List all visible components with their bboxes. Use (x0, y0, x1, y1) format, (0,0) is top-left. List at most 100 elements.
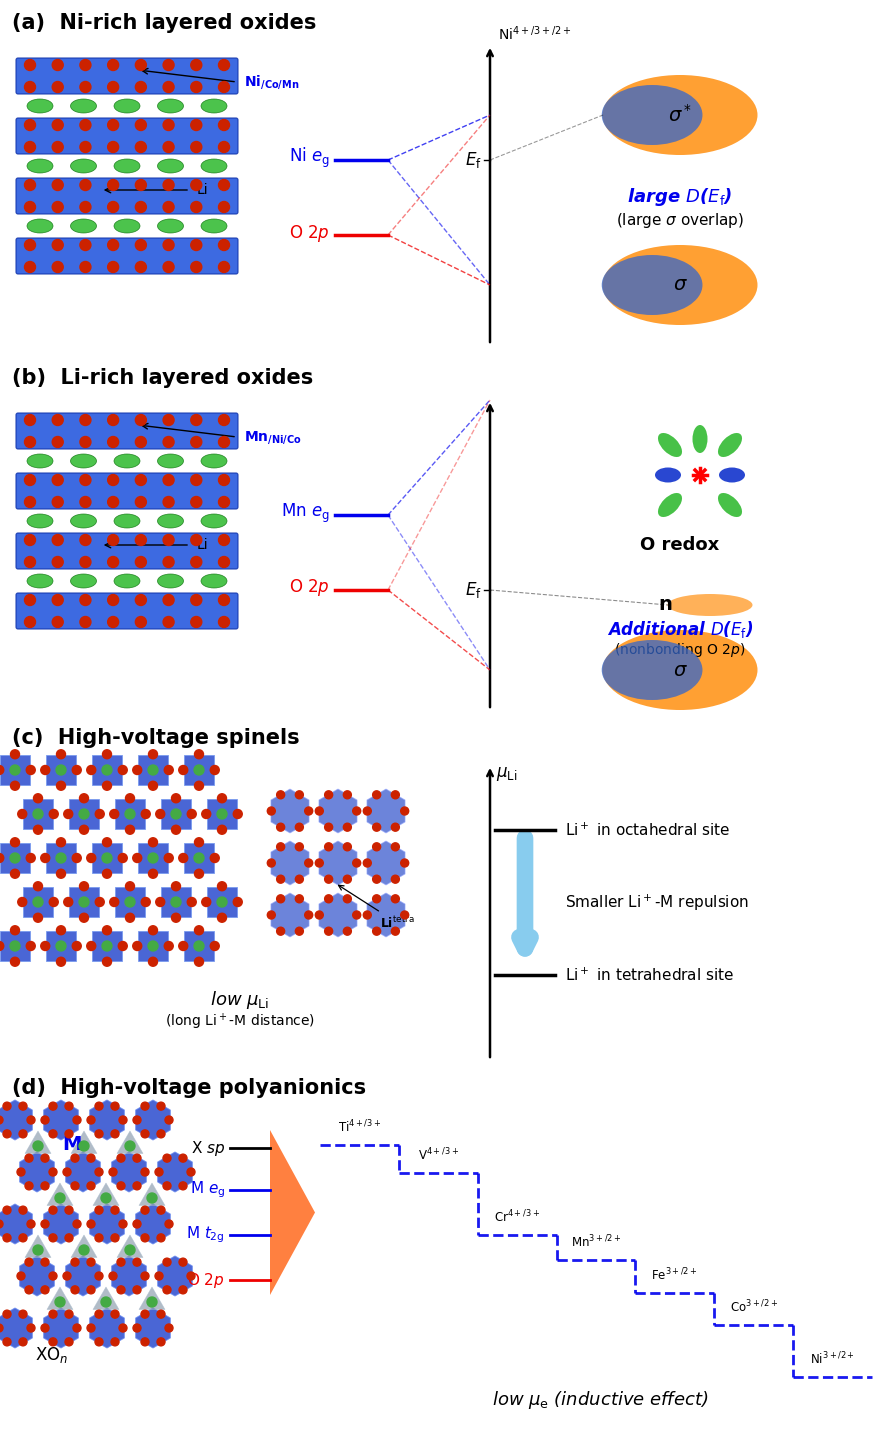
Circle shape (80, 437, 91, 448)
Circle shape (25, 1285, 33, 1294)
Circle shape (110, 898, 119, 906)
Circle shape (163, 261, 174, 273)
Circle shape (315, 859, 323, 867)
Circle shape (190, 142, 202, 152)
Circle shape (52, 261, 63, 273)
Circle shape (25, 1258, 33, 1267)
Circle shape (219, 415, 229, 425)
Circle shape (111, 1130, 119, 1137)
Circle shape (65, 1103, 73, 1110)
Circle shape (190, 82, 202, 92)
Text: $\sigma$: $\sigma$ (672, 276, 688, 294)
Circle shape (49, 1310, 57, 1318)
Circle shape (107, 474, 119, 485)
Circle shape (107, 142, 119, 152)
Circle shape (157, 1234, 165, 1242)
Circle shape (295, 823, 303, 831)
Circle shape (0, 765, 4, 774)
Circle shape (79, 898, 89, 908)
Circle shape (133, 1116, 141, 1124)
Circle shape (195, 750, 204, 758)
Circle shape (210, 942, 219, 951)
Circle shape (52, 180, 63, 191)
FancyBboxPatch shape (16, 472, 238, 508)
Text: n: n (658, 596, 672, 615)
Circle shape (25, 497, 35, 507)
Circle shape (163, 437, 174, 448)
Circle shape (49, 1130, 57, 1137)
Circle shape (87, 942, 96, 951)
Circle shape (187, 810, 197, 819)
Circle shape (149, 958, 158, 966)
Text: $\sigma^*$: $\sigma^*$ (668, 103, 692, 126)
Circle shape (163, 119, 174, 131)
Circle shape (148, 853, 158, 863)
Circle shape (210, 853, 219, 863)
Circle shape (219, 557, 229, 567)
Circle shape (171, 808, 181, 819)
Circle shape (109, 1167, 117, 1176)
Circle shape (71, 1258, 79, 1267)
Circle shape (107, 261, 119, 273)
Ellipse shape (71, 159, 97, 172)
Circle shape (119, 1221, 127, 1228)
Text: Additional $D$($E_\mathrm{f}$): Additional $D$($E_\mathrm{f}$) (607, 619, 753, 640)
Circle shape (149, 837, 158, 847)
Circle shape (19, 1103, 27, 1110)
Circle shape (133, 1182, 141, 1190)
Ellipse shape (602, 246, 758, 325)
Circle shape (52, 119, 63, 131)
Circle shape (126, 794, 135, 803)
Circle shape (87, 1182, 95, 1190)
Text: $\mathbf{Ni}$$_{\mathbf{/Co/Mn}}$: $\mathbf{Ni}$$_{\mathbf{/Co/Mn}}$ (244, 73, 299, 90)
Circle shape (133, 1258, 141, 1267)
Circle shape (148, 765, 158, 775)
Circle shape (25, 1155, 33, 1162)
Circle shape (219, 474, 229, 485)
Circle shape (41, 765, 50, 774)
Circle shape (63, 1167, 71, 1176)
Circle shape (87, 853, 96, 863)
Circle shape (219, 82, 229, 92)
Circle shape (276, 875, 284, 883)
Circle shape (400, 859, 408, 867)
Circle shape (87, 765, 96, 774)
Circle shape (80, 180, 91, 191)
Circle shape (126, 826, 135, 834)
Circle shape (87, 1116, 95, 1124)
Circle shape (27, 942, 35, 951)
Text: Ni$^{3+/2+}$: Ni$^{3+/2+}$ (810, 1350, 855, 1367)
Ellipse shape (693, 425, 708, 452)
Circle shape (41, 1221, 49, 1228)
Circle shape (187, 1272, 195, 1279)
Circle shape (219, 142, 229, 152)
Text: Li: Li (197, 182, 208, 197)
Circle shape (64, 898, 73, 906)
Circle shape (219, 261, 229, 273)
Circle shape (65, 1206, 73, 1215)
Ellipse shape (158, 159, 183, 172)
Circle shape (11, 750, 19, 758)
Circle shape (73, 1116, 81, 1124)
Circle shape (324, 895, 332, 903)
Circle shape (295, 791, 303, 798)
Ellipse shape (27, 159, 53, 172)
Circle shape (111, 1206, 119, 1215)
Ellipse shape (114, 220, 140, 233)
Text: (long Li$^+$-M distance): (long Li$^+$-M distance) (165, 1012, 315, 1032)
Circle shape (27, 765, 35, 774)
Circle shape (0, 942, 4, 951)
Text: M $t_\mathrm{2g}$: M $t_\mathrm{2g}$ (186, 1225, 225, 1245)
Circle shape (71, 1285, 79, 1294)
Circle shape (27, 853, 35, 863)
Circle shape (373, 791, 381, 798)
Circle shape (373, 843, 381, 850)
Circle shape (80, 616, 91, 628)
Circle shape (315, 807, 323, 816)
Circle shape (217, 898, 227, 908)
Circle shape (163, 82, 174, 92)
Circle shape (219, 180, 229, 191)
Circle shape (165, 1116, 173, 1124)
Circle shape (102, 765, 112, 775)
Circle shape (107, 119, 119, 131)
